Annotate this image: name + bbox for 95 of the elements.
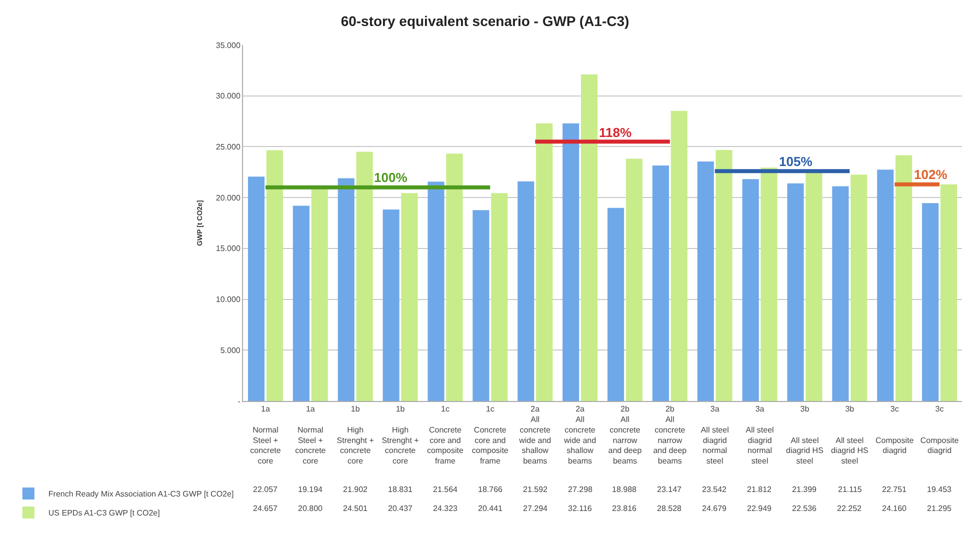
legend-label: French Ready Mix Association A1-C3 GWP [t CO2e] bbox=[48, 490, 234, 499]
bar bbox=[652, 166, 669, 401]
data-label: 21.564 bbox=[433, 485, 458, 494]
data-label: 22.057 bbox=[253, 485, 278, 494]
x-tick-label: 2b All concrete narrow and deep beams bbox=[653, 404, 688, 466]
bar bbox=[472, 210, 490, 401]
category-label: 1a Normal Steel + concrete core bbox=[295, 404, 326, 466]
bar bbox=[716, 150, 732, 401]
data-label: 23.542 bbox=[702, 485, 728, 494]
bar bbox=[446, 154, 463, 401]
category-label: 1b High Strenght + concrete core bbox=[382, 404, 419, 466]
bar bbox=[626, 158, 642, 401]
bar bbox=[940, 184, 958, 401]
y-tick-label: 10.000 bbox=[216, 295, 241, 304]
data-label: 19.194 bbox=[298, 485, 324, 494]
category-label: 3b All steel diagrid HS steel bbox=[830, 404, 868, 466]
bar bbox=[832, 186, 849, 401]
bar bbox=[518, 181, 534, 401]
data-label: 27.294 bbox=[523, 504, 548, 513]
category-label: 3a All steel diagrid normal steel bbox=[746, 404, 774, 466]
bar bbox=[356, 152, 373, 401]
category-label: 1a Normal Steel + concrete core bbox=[250, 404, 281, 466]
data-label: 23.816 bbox=[612, 504, 638, 513]
bar bbox=[562, 123, 580, 401]
category-label: 3a All steel diagrid normal steel bbox=[700, 404, 729, 466]
data-label: 27.298 bbox=[568, 485, 594, 494]
series-label: 118% bbox=[599, 125, 632, 140]
data-label: 18.831 bbox=[388, 485, 414, 494]
series-label: 102% bbox=[914, 167, 948, 182]
data-label: 22.751 bbox=[882, 485, 908, 494]
bar bbox=[401, 193, 418, 401]
data-label: 21.115 bbox=[838, 485, 862, 494]
bar bbox=[670, 110, 688, 401]
data-label: 23.147 bbox=[657, 485, 682, 494]
data-label: 20.800 bbox=[298, 504, 324, 513]
data-label: 20.437 bbox=[388, 504, 414, 513]
bar bbox=[536, 123, 553, 401]
bar bbox=[877, 170, 894, 401]
bar bbox=[311, 189, 328, 401]
bar bbox=[760, 168, 778, 401]
series-label: 100% bbox=[374, 170, 408, 185]
data-label: 21.902 bbox=[343, 485, 368, 494]
bar bbox=[491, 193, 508, 401]
data-label: 20.441 bbox=[478, 504, 504, 513]
category-label: 3b All steel diagrid HS steel bbox=[786, 404, 824, 466]
x-tick-label: 2b All concrete narrow and deep beams bbox=[608, 404, 642, 466]
data-label: 22.252 bbox=[837, 504, 862, 513]
bar bbox=[266, 150, 283, 401]
data-label: 24.501 bbox=[343, 504, 368, 513]
data-label: 22.536 bbox=[792, 504, 818, 513]
data-label: 21.399 bbox=[792, 485, 818, 494]
y-tick-label: 35.000 bbox=[216, 40, 241, 50]
series-label: 105% bbox=[779, 154, 813, 169]
bar bbox=[382, 209, 400, 401]
x-tick-label: 2a All concrete wide and shallow beams bbox=[563, 404, 596, 466]
bar bbox=[607, 208, 624, 401]
bar bbox=[806, 172, 822, 401]
y-tick-label: 20.000 bbox=[216, 193, 241, 202]
bar bbox=[742, 179, 759, 401]
legend-label: US EPDs A1-C3 GWP [t CO2e] bbox=[48, 508, 160, 518]
y-tick-label: 30.000 bbox=[216, 92, 241, 101]
y-tick-label: 5.000 bbox=[220, 346, 241, 355]
bar bbox=[338, 178, 354, 401]
data-label: 22.949 bbox=[747, 504, 772, 513]
data-label: 28.528 bbox=[657, 504, 682, 513]
category-label: 1b High Strenght + concrete core bbox=[336, 404, 374, 466]
chart-title: 60-story equivalent scenario - GWP (A1-C3) bbox=[340, 12, 630, 29]
bar bbox=[850, 174, 868, 401]
y-tick-label: 15.000 bbox=[216, 244, 241, 254]
bar bbox=[248, 176, 265, 401]
category-label: 1c Concrete core and composite frame bbox=[472, 404, 508, 466]
data-label: 21.812 bbox=[747, 485, 772, 494]
bar bbox=[292, 206, 310, 401]
bar bbox=[428, 182, 444, 401]
bar bbox=[922, 203, 939, 401]
data-label: 32.116 bbox=[568, 504, 592, 513]
data-label: 18.988 bbox=[612, 485, 638, 494]
bar bbox=[787, 183, 804, 401]
data-label: 21.295 bbox=[927, 504, 952, 513]
data-label: 24.160 bbox=[882, 504, 908, 513]
data-label: 18.766 bbox=[478, 485, 504, 494]
bar bbox=[580, 74, 598, 401]
data-label: 19.453 bbox=[927, 485, 952, 494]
category-label: 3c Composite diagrid bbox=[875, 404, 914, 456]
data-label: 24.323 bbox=[433, 504, 458, 513]
data-label: 21.592 bbox=[523, 485, 548, 494]
bar bbox=[896, 155, 912, 401]
category-label: 1c Concrete core and composite frame bbox=[426, 404, 464, 466]
x-tick-label: 2a All concrete wide and shallow beams bbox=[518, 404, 552, 466]
data-label: 24.679 bbox=[702, 504, 728, 513]
bar bbox=[697, 162, 714, 401]
y-tick-label: 25.000 bbox=[216, 142, 241, 152]
category-label: 3c Composite diagrid bbox=[920, 404, 959, 456]
data-label: 24.657 bbox=[253, 504, 278, 513]
y-tick-label: - bbox=[238, 396, 241, 406]
